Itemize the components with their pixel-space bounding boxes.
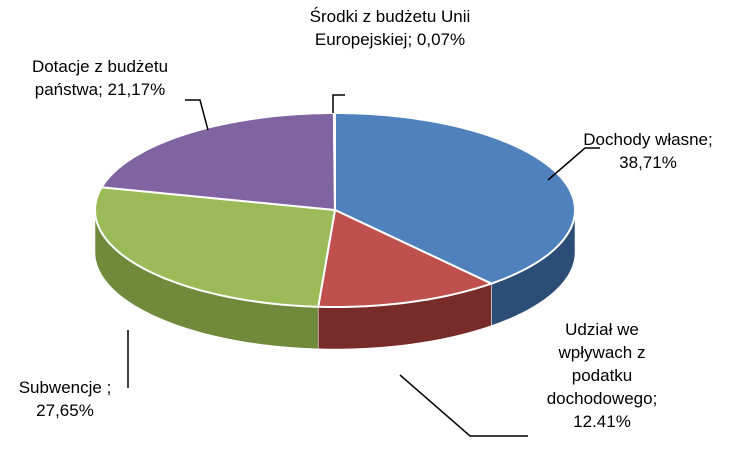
leader-line [399, 374, 528, 437]
slice [94, 186, 337, 308]
leader-line [332, 94, 345, 113]
label-category: Subwencje ; [18, 378, 112, 397]
slice [317, 208, 495, 308]
data-label: Subwencje ; 27,65% [5, 376, 125, 422]
data-label: Środki z budżetu Unii Europejskiej; 0,07… [300, 5, 480, 51]
label-category: Udział we wpływach z podatku dochodowego… [546, 320, 658, 408]
label-value: 12.41% [573, 412, 631, 431]
label-category: Środki z budżetu Unii Europejskiej; [309, 7, 471, 49]
slice [332, 112, 336, 211]
slice [334, 112, 576, 285]
label-value: 21,17% [107, 80, 166, 99]
label-value: 0,07% [416, 30, 466, 49]
label-category: Dochody własne; [583, 130, 713, 149]
label-category: Dotacje z budżetu państwa; [31, 57, 169, 99]
data-label: Dochody własne; 38,71% [568, 128, 728, 174]
data-label: Udział we wpływach z podatku dochodowego… [532, 318, 672, 433]
data-label: Dotacje z budżetu państwa; 21,17% [5, 55, 195, 101]
leader-line [547, 147, 600, 181]
leader-line [185, 99, 209, 131]
label-value: 27,65% [36, 401, 94, 420]
label-value: 38,71% [619, 153, 677, 172]
slice [100, 112, 337, 212]
